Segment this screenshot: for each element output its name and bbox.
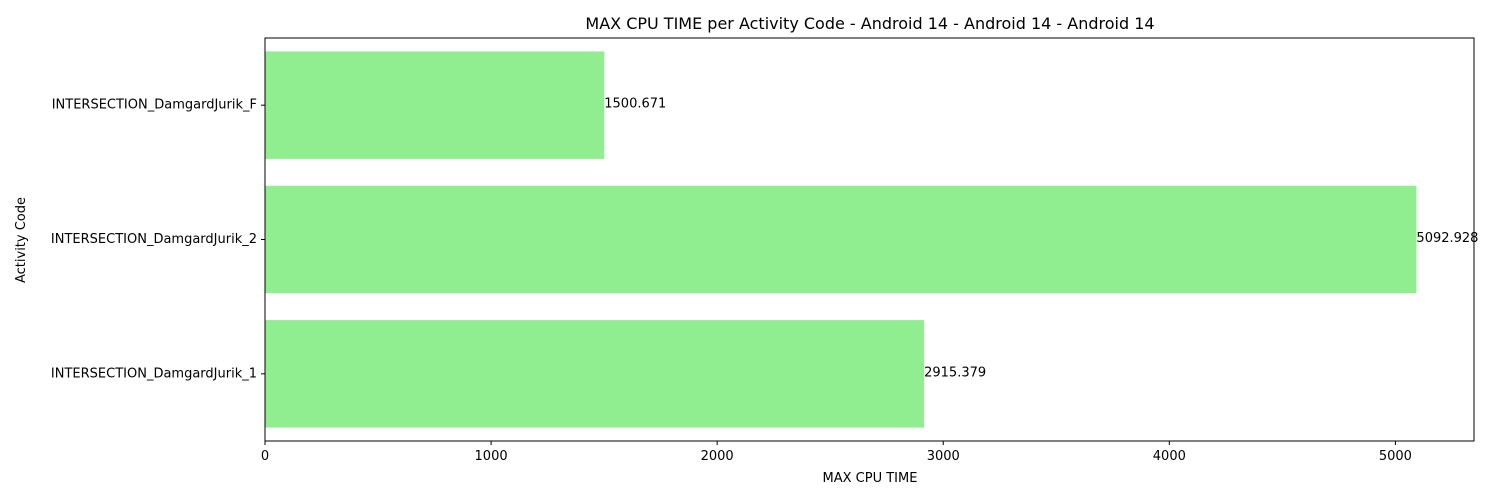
bars-group	[265, 51, 1417, 428]
chart-title: MAX CPU TIME per Activity Code - Android…	[585, 14, 1154, 33]
data-label-2: 5092.928	[1416, 231, 1478, 246]
y-axis-title: Activity Code	[14, 197, 29, 283]
bar-2	[265, 185, 1417, 294]
x-tick-label-6: 5000	[1379, 449, 1412, 464]
bar-1	[265, 320, 925, 428]
bar-3	[265, 51, 605, 159]
y-axis-ticks: INTERSECTION_DamgardJurik_1 INTERSECTION_…	[51, 98, 265, 381]
x-axis-ticks: 0 1000 2000 3000 4000 5000	[261, 441, 1412, 464]
x-tick-label-2: 1000	[475, 449, 508, 464]
y-tick-label-2: INTERSECTION_DamgardJurik_2	[51, 232, 257, 247]
x-tick-label-1: 0	[261, 449, 269, 464]
y-tick-label-3: INTERSECTION_DamgardJurik_F	[52, 98, 257, 113]
x-tick-label-4: 3000	[927, 449, 960, 464]
x-axis-title: MAX CPU TIME	[823, 471, 918, 486]
data-label-3: 1500.671	[604, 97, 666, 112]
data-label-1: 2915.379	[924, 365, 986, 380]
x-tick-label-5: 4000	[1153, 449, 1186, 464]
x-tick-label-3: 2000	[701, 449, 734, 464]
data-labels-group: 2915.379 5092.928 1500.671	[604, 97, 1478, 381]
plot-frame	[264, 37, 1475, 442]
y-tick-label-1: INTERSECTION_DamgardJurik_1	[51, 366, 257, 381]
